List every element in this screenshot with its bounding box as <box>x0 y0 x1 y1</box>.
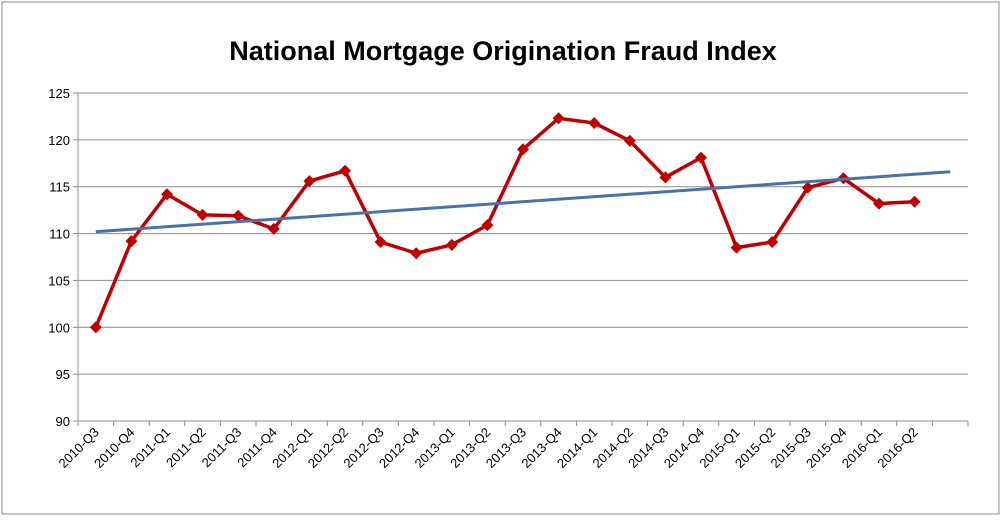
marker <box>232 209 245 222</box>
marker <box>445 238 458 251</box>
y-tick-label: 105 <box>48 273 70 288</box>
marker <box>730 241 743 254</box>
marker <box>89 321 102 334</box>
marker <box>196 208 209 221</box>
marker <box>552 112 565 125</box>
marker <box>410 247 423 260</box>
trendline <box>95 170 951 234</box>
y-tick-label: 100 <box>48 320 70 335</box>
marker <box>659 171 672 184</box>
marker <box>125 235 138 248</box>
marker <box>801 181 814 194</box>
y-tick-label: 125 <box>48 86 70 101</box>
y-tick-label: 95 <box>56 367 70 382</box>
marker <box>588 116 601 129</box>
y-tick-label: 90 <box>56 414 70 429</box>
marker <box>339 164 351 177</box>
y-tick-label: 115 <box>49 180 70 195</box>
marker <box>161 188 173 201</box>
marker <box>695 151 707 164</box>
marker <box>908 195 921 208</box>
chart-border <box>1 1 1000 515</box>
y-tick-label: 120 <box>48 133 70 148</box>
marker <box>374 236 387 249</box>
marker <box>481 219 494 232</box>
y-tick-label: 110 <box>49 227 70 242</box>
marker <box>303 175 316 188</box>
chart-title: National Mortgage Origination Fraud Inde… <box>229 36 777 66</box>
marker <box>873 197 885 210</box>
marker <box>766 236 779 249</box>
series-line <box>94 116 915 328</box>
marker <box>517 143 529 156</box>
marker <box>267 222 280 235</box>
marker <box>623 134 636 147</box>
